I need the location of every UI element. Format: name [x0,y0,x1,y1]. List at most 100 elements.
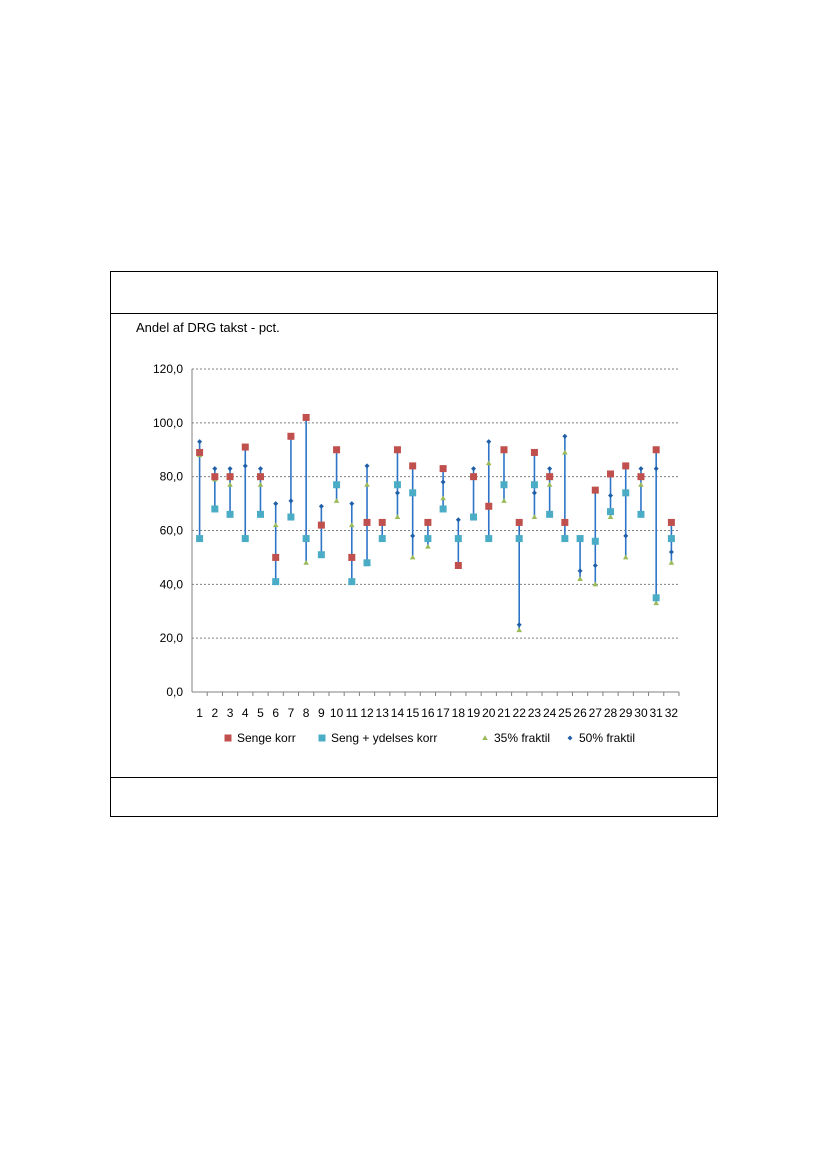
y-tick-label: 120,0 [153,362,183,376]
data-point [577,568,583,574]
footer-divider [111,777,717,778]
x-tick-label: 26 [573,706,587,720]
data-point [410,533,416,539]
data-point [652,594,660,602]
data-point [592,562,598,568]
data-point [653,600,659,606]
data-point [454,535,462,543]
x-tick-label: 20 [482,706,496,720]
x-tick-label: 31 [649,706,663,720]
x-tick-label: 6 [272,706,279,720]
x-tick-label: 21 [497,706,511,720]
data-point [485,502,493,510]
x-tick-label: 7 [288,706,295,720]
x-tick-label: 18 [452,706,466,720]
data-point [531,514,538,520]
x-tick-label: 10 [330,706,344,720]
data-point [211,505,219,513]
x-tick-label: 32 [665,706,679,720]
data-point [638,466,644,472]
data-point [516,622,522,628]
x-tick-label: 23 [528,706,542,720]
x-tick-label: 29 [619,706,633,720]
x-tick-label: 25 [558,706,572,720]
data-point [227,466,233,472]
data-point [378,518,386,526]
data-point [424,535,432,543]
data-point [638,481,644,487]
data-point [623,533,629,539]
data-point [226,510,234,518]
data-point [227,481,233,487]
data-point [440,495,446,501]
data-point [471,466,477,472]
legend-label: 50% fraktil [579,731,635,745]
data-point [364,463,370,469]
data-point [393,481,401,489]
x-tick-label: 28 [604,706,618,720]
x-tick-label: 8 [303,706,310,720]
x-tick-label: 3 [227,706,234,720]
data-point [348,578,356,586]
data-point [333,498,340,503]
x-tick-label: 15 [406,706,420,720]
data-point [591,486,599,494]
chart-frame: Andel af DRG takst - pct. 0,0 20,0 40,0 60,… [110,271,718,817]
header-divider [111,313,717,314]
data-point [546,481,553,487]
data-point [592,581,599,587]
y-tick-label: 20,0 [160,631,184,645]
data-point [653,466,659,472]
legend-marker [224,734,232,742]
y-tick-label: 100,0 [153,416,183,430]
y-tick-label: 60,0 [160,524,184,538]
data-point [302,413,310,421]
data-point [667,535,675,543]
data-point [485,460,492,466]
data-point [607,508,615,516]
data-point [288,498,294,504]
data-point [515,518,523,526]
data-point [531,490,537,496]
legend-label: 35% fraktil [494,731,550,745]
data-point [546,473,554,481]
data-point [348,522,355,528]
data-point [241,443,249,451]
data-point [547,466,553,472]
data-point [561,535,569,543]
data-point [637,510,645,518]
data-point [546,510,554,518]
data-point [333,481,341,489]
x-tick-label: 19 [467,706,481,720]
x-tick-label: 9 [318,706,325,720]
data-point [303,560,309,565]
data-point [257,481,264,487]
data-point [577,576,583,581]
data-point [454,561,462,569]
data-point [622,489,630,497]
data-point [470,473,478,481]
data-point [622,462,630,470]
x-tick-label: 11 [346,706,359,720]
data-point [196,535,204,543]
data-point [439,505,447,513]
data-point [409,489,417,497]
data-point [501,498,507,503]
data-point [455,517,461,523]
data-point [394,490,400,496]
data-point [470,513,478,521]
data-point [486,439,492,445]
data-point [668,560,675,565]
data-point [394,514,401,520]
data-point [622,554,629,560]
data-point [409,554,416,560]
data-point [272,578,280,586]
data-point [333,446,341,454]
data-point [242,463,248,469]
data-point [211,473,219,481]
data-point [591,537,599,545]
legend-marker [482,735,488,740]
data-point [608,493,614,499]
x-tick-label: 17 [436,706,450,720]
legend-marker [318,734,326,742]
